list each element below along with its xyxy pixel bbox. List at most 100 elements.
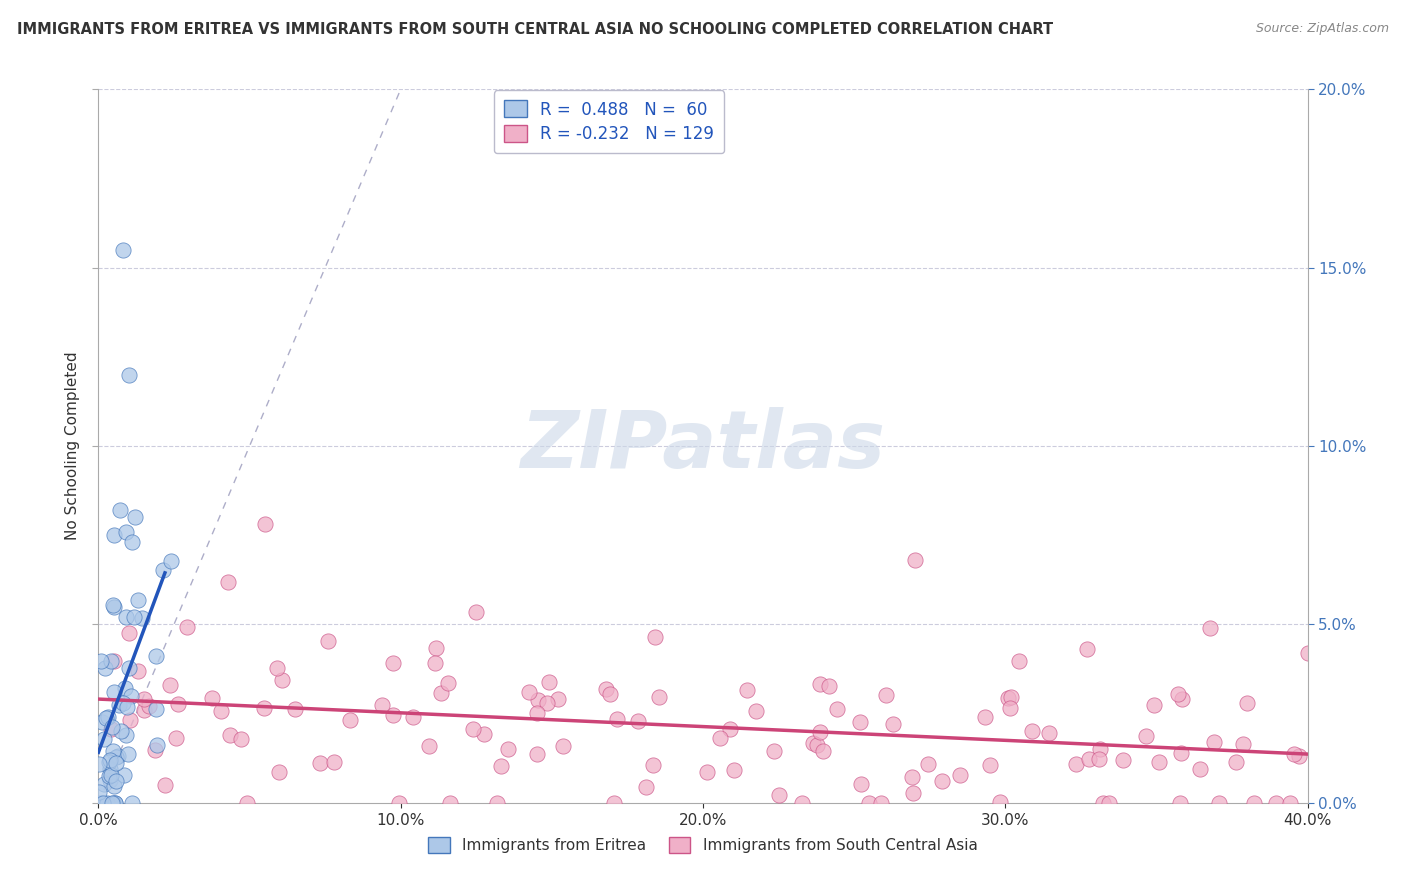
Point: [114, 681, 136, 695]
Point: [96, 711, 118, 725]
Point: [875, 688, 897, 702]
Point: [825, 701, 848, 715]
Point: [718, 722, 741, 736]
Point: [806, 738, 828, 752]
Point: [266, 661, 288, 675]
Point: [138, 698, 160, 713]
Point: [818, 679, 841, 693]
Point: [121, 535, 143, 549]
Point: [1008, 655, 1031, 669]
Point: [107, 749, 129, 764]
Point: [103, 685, 125, 699]
Point: [101, 744, 124, 758]
Point: [104, 796, 127, 810]
Point: [465, 605, 488, 619]
Point: [219, 728, 242, 742]
Point: [526, 693, 548, 707]
Point: [547, 691, 569, 706]
Point: [322, 756, 344, 770]
Point: [118, 660, 141, 674]
Point: [89, 796, 111, 810]
Point: [388, 796, 411, 810]
Point: [526, 706, 548, 720]
Point: [1282, 747, 1305, 762]
Text: IMMIGRANTS FROM ERITREA VS IMMIGRANTS FROM SOUTH CENTRAL ASIA NO SCHOOLING COMPL: IMMIGRANTS FROM ERITREA VS IMMIGRANTS FR…: [17, 22, 1053, 37]
Point: [517, 685, 540, 699]
Point: [402, 710, 425, 724]
Point: [1168, 796, 1191, 810]
Point: [145, 738, 167, 752]
Point: [103, 599, 125, 614]
Point: [121, 796, 143, 810]
Point: [98, 769, 121, 783]
Point: [870, 796, 893, 810]
Point: [117, 747, 139, 762]
Point: [101, 796, 124, 810]
Point: [1170, 691, 1192, 706]
Point: [115, 700, 138, 714]
Point: [1092, 796, 1115, 810]
Point: [316, 633, 339, 648]
Point: [1078, 752, 1101, 766]
Point: [96, 796, 118, 810]
Y-axis label: No Schooling Completed: No Schooling Completed: [65, 351, 80, 541]
Point: [120, 689, 142, 703]
Point: [849, 714, 872, 729]
Point: [768, 788, 790, 802]
Point: [145, 649, 167, 664]
Point: [811, 743, 834, 757]
Point: [536, 696, 558, 710]
Point: [461, 723, 484, 737]
Point: [209, 704, 232, 718]
Point: [93, 777, 115, 791]
Point: [602, 796, 624, 810]
Point: [371, 698, 394, 712]
Point: [103, 654, 125, 668]
Point: [745, 704, 768, 718]
Point: [160, 554, 183, 568]
Point: [882, 717, 904, 731]
Point: [808, 725, 831, 739]
Point: [1296, 646, 1319, 660]
Point: [165, 731, 187, 746]
Point: [803, 736, 825, 750]
Point: [90, 714, 112, 729]
Point: [167, 698, 190, 712]
Point: [110, 723, 132, 738]
Point: [100, 768, 122, 782]
Point: [1208, 796, 1230, 810]
Point: [91, 796, 114, 810]
Point: [1088, 752, 1111, 766]
Point: [526, 747, 548, 761]
Point: [735, 682, 758, 697]
Point: [551, 739, 574, 753]
Point: [901, 770, 924, 784]
Point: [94, 661, 117, 675]
Point: [418, 739, 440, 754]
Point: [98, 772, 121, 787]
Point: [132, 692, 155, 706]
Legend: Immigrants from Eritrea, Immigrants from South Central Asia: Immigrants from Eritrea, Immigrants from…: [422, 831, 984, 859]
Point: [485, 796, 508, 810]
Point: [1000, 701, 1022, 715]
Point: [145, 702, 167, 716]
Point: [127, 592, 149, 607]
Point: [122, 610, 145, 624]
Point: [1090, 741, 1112, 756]
Point: [114, 524, 136, 539]
Point: [1112, 753, 1135, 767]
Point: [267, 765, 290, 780]
Point: [917, 757, 939, 772]
Point: [253, 701, 276, 715]
Point: [253, 517, 276, 532]
Point: [808, 677, 831, 691]
Point: [93, 731, 115, 746]
Point: [118, 626, 141, 640]
Point: [124, 510, 146, 524]
Point: [472, 727, 495, 741]
Point: [105, 774, 128, 789]
Point: [101, 796, 124, 810]
Point: [496, 742, 519, 756]
Point: [423, 656, 446, 670]
Point: [1143, 698, 1166, 712]
